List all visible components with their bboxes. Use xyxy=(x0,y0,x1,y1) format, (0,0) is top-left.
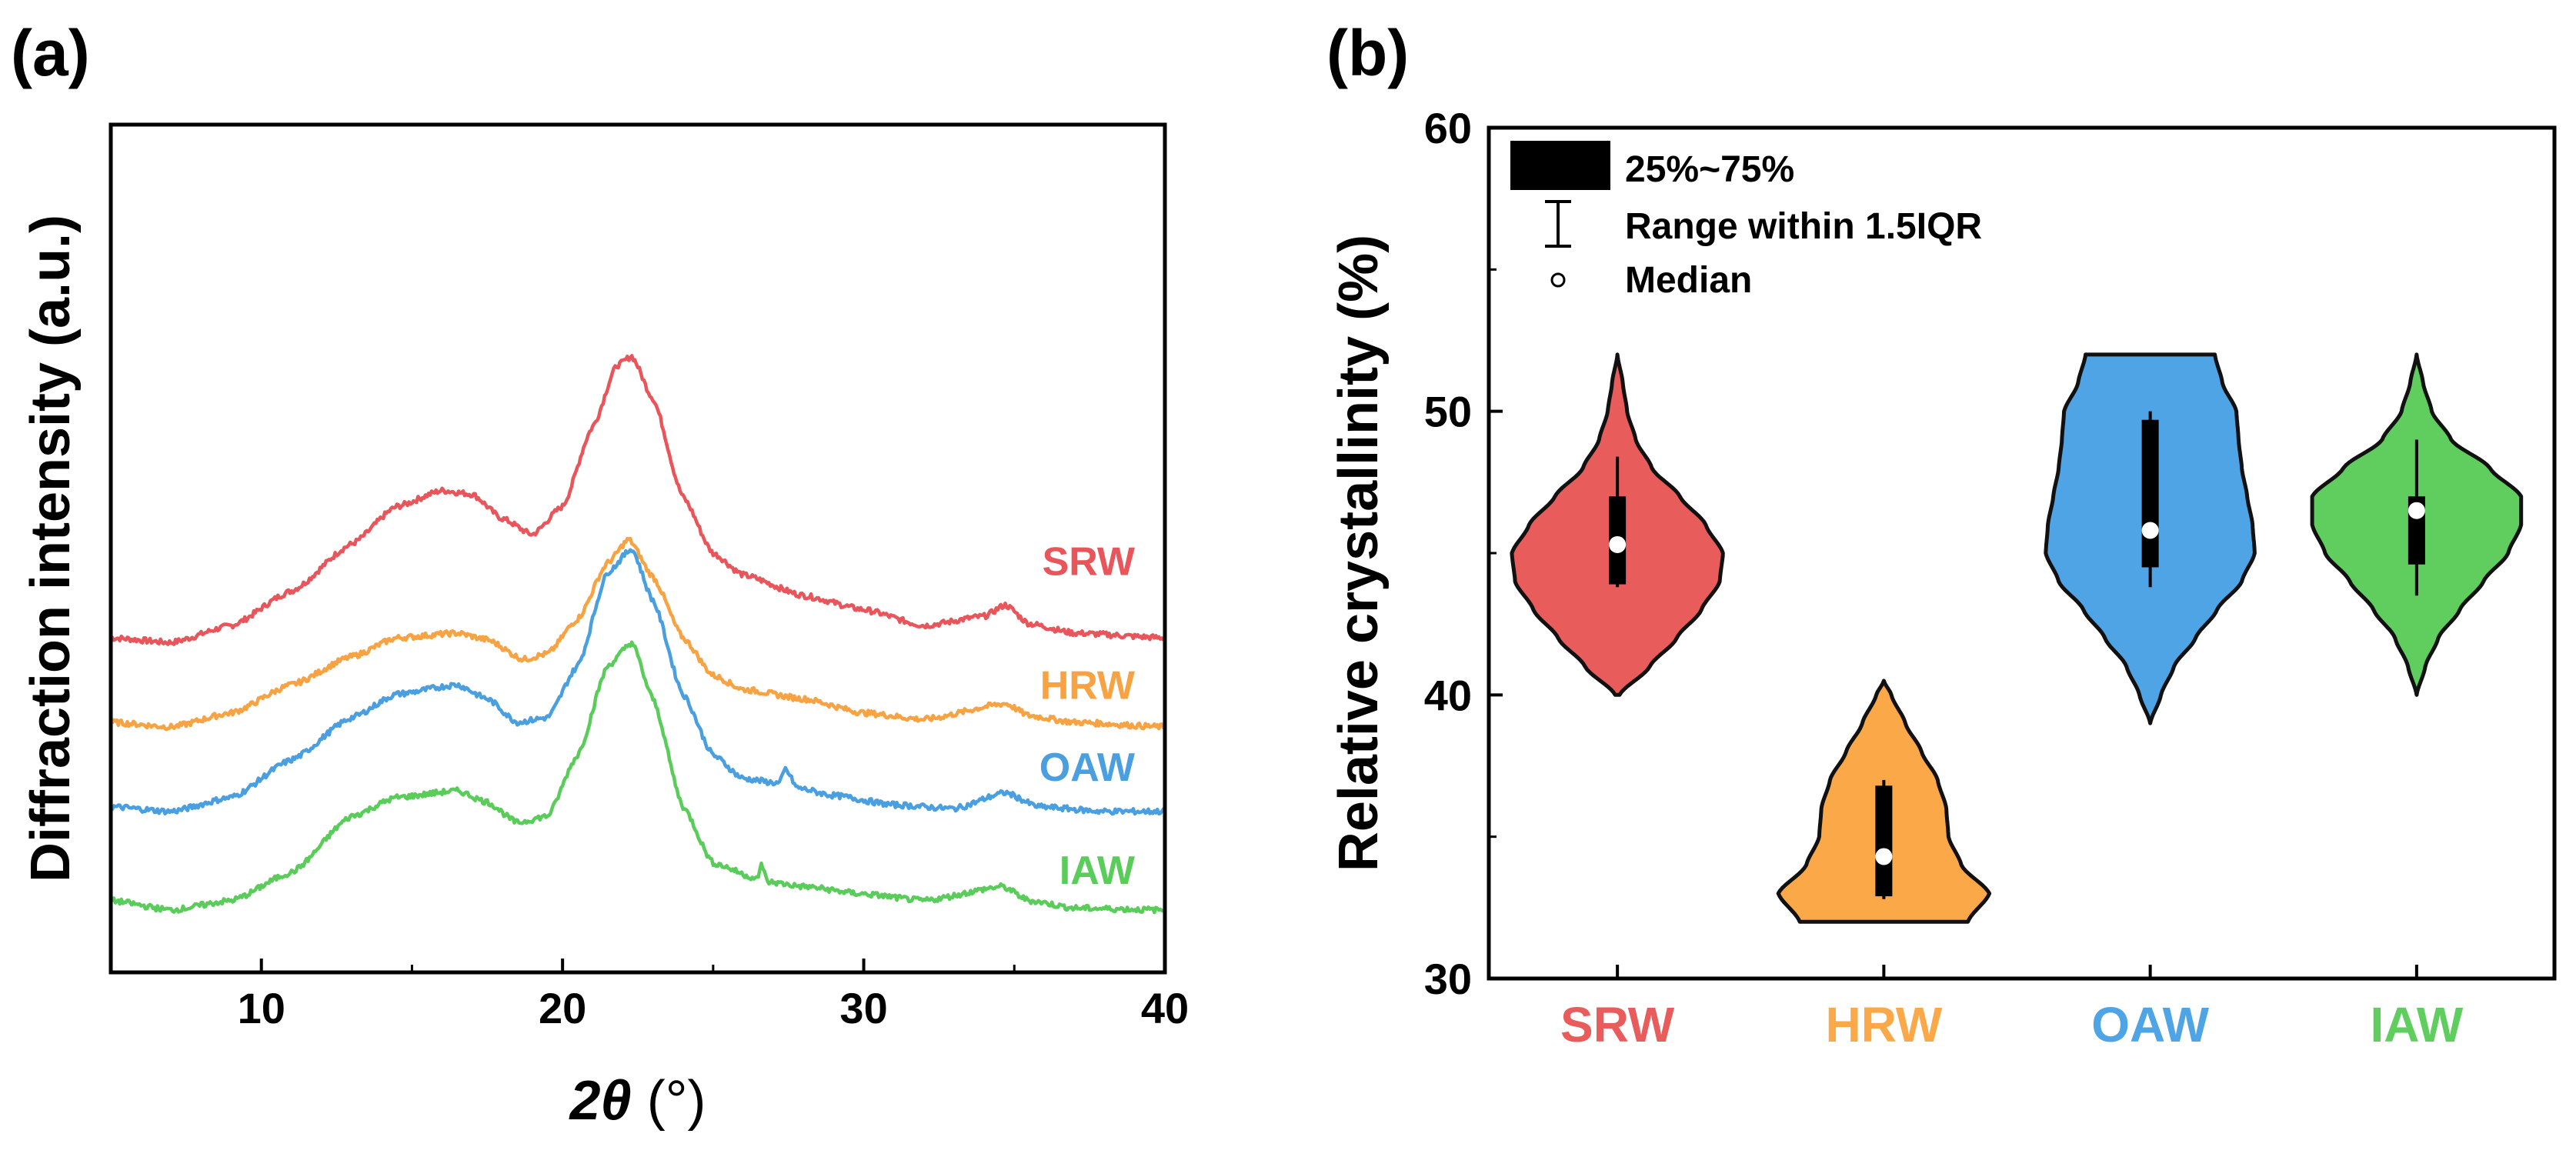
panel-b-ytick-label: 60 xyxy=(1424,104,1472,152)
category-label-hrw: HRW xyxy=(1826,997,1943,1052)
panel-a-frame xyxy=(108,122,1167,975)
median-dot-oaw xyxy=(2141,522,2159,539)
median-dot-iaw xyxy=(2407,502,2425,519)
series-line-oaw xyxy=(109,548,1166,816)
panel-a-xtick-label: 30 xyxy=(839,984,887,1032)
panel-b-ytick-group: 30 40 50 60 xyxy=(1424,104,1503,1003)
panel-a-xtick-label: 10 xyxy=(238,984,285,1032)
panel-a-xlabel: 2θ (°) xyxy=(569,1070,706,1132)
panel-b-ylabel: Relative crystallinity (%) xyxy=(1328,235,1390,872)
panel-a-ylabel: Diffraction intensity (a.u.) xyxy=(20,215,82,882)
panel-a-xtick-label: 40 xyxy=(1141,984,1189,1032)
median-dot-hrw xyxy=(1875,848,1893,865)
panel-b-ytick-label: 40 xyxy=(1424,671,1472,719)
series-label-srw: SRW xyxy=(1043,539,1136,584)
iqr-box-oaw xyxy=(2141,419,2159,568)
category-label-iaw: IAW xyxy=(2370,997,2463,1052)
legend-median-label: Median xyxy=(1625,260,1752,301)
legend-whisker-swatch xyxy=(1545,200,1571,248)
panel-a-xtick-label: 20 xyxy=(539,984,586,1032)
series-label-hrw: HRW xyxy=(1040,663,1136,708)
series-line-hrw xyxy=(110,536,1166,732)
series-line-iaw xyxy=(110,640,1166,915)
legend-box-label: 25%~75% xyxy=(1625,149,1794,190)
panel-b-ytick-label: 50 xyxy=(1424,388,1472,436)
panel-b-violin-group xyxy=(1510,352,2524,924)
panel-a-xlabel-unit: (°) xyxy=(632,1070,706,1132)
iqr-box-hrw xyxy=(1875,785,1893,897)
panel-a-series-labels: SRW HRW OAW IAW xyxy=(1039,539,1136,893)
legend-box-swatch xyxy=(1510,141,1610,190)
series-label-iaw: IAW xyxy=(1059,849,1136,893)
panel-a-series-group xyxy=(109,354,1166,915)
panel-b-label: (b) xyxy=(1326,17,1409,89)
series-line-srw xyxy=(110,354,1166,646)
legend-median-swatch xyxy=(1550,272,1566,288)
panel-b-ytick-label: 30 xyxy=(1424,955,1472,1003)
category-label-oaw: OAW xyxy=(2091,997,2209,1052)
panel-a-label: (a) xyxy=(11,17,90,89)
median-dot-srw xyxy=(1609,535,1627,553)
panel-b-legend: 25%~75% Range within 1.5IQR Median xyxy=(1510,141,1982,301)
panel-a-xlabel-symbol: 2θ xyxy=(569,1070,632,1132)
category-label-srw: SRW xyxy=(1560,997,1675,1052)
panel-b-category-labels: SRW HRW OAW IAW xyxy=(1560,965,2464,1052)
series-label-oaw: OAW xyxy=(1039,745,1136,790)
legend-whisker-label: Range within 1.5IQR xyxy=(1625,206,1982,247)
panel-a-plot: 10 20 30 40 SRW HRW OAW IAW xyxy=(108,122,1189,1032)
panel-b-plot: 30 40 50 60 SRW HRW OAW IAW 25%~75% Range with… xyxy=(1424,104,2557,1052)
panel-a-xtick-group: 10 20 30 40 xyxy=(238,959,1189,1032)
